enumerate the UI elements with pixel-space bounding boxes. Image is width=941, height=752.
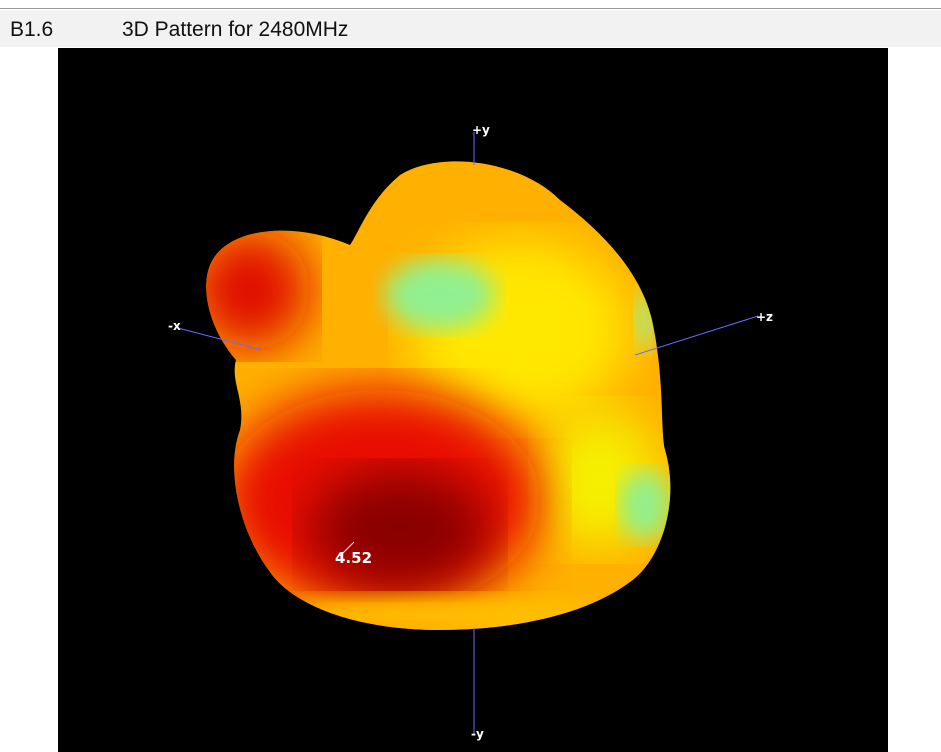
rule (0, 8, 941, 9)
axis-label: -y (471, 727, 484, 741)
section-title: 3D Pattern for 2480MHz (122, 18, 348, 42)
axis-label: +z (756, 310, 773, 324)
section-number: B1.6 (10, 18, 53, 42)
page: B1.6 3D Pattern for 2480MHz +y (0, 0, 941, 752)
section-heading: B1.6 3D Pattern for 2480MHz (0, 10, 941, 47)
axis-label: +y (472, 123, 490, 137)
pattern-image: +y -x +z -y 4.52 (58, 48, 888, 752)
axis-label: -x (168, 319, 181, 333)
peak-label: 4.52 (335, 549, 372, 567)
